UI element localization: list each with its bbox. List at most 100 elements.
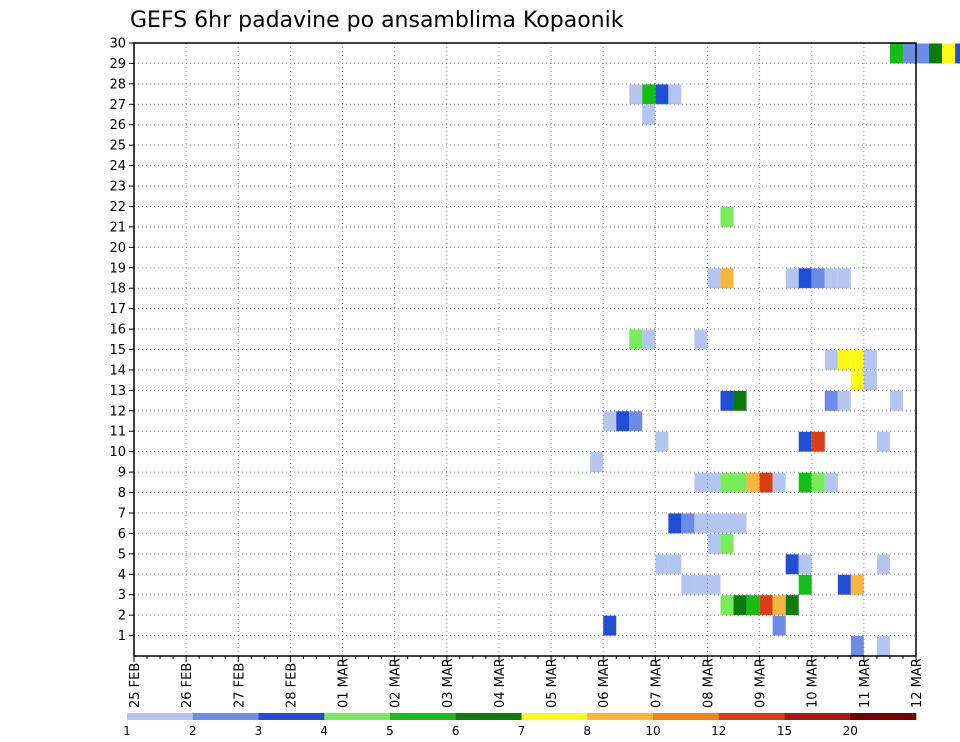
precip-cell-19-54	[837, 268, 851, 289]
y-tick-label-2: 2	[118, 609, 126, 624]
precip-cell-16-39	[642, 329, 656, 350]
precip-cell-28-39	[642, 84, 656, 105]
heatmap-cells	[590, 43, 960, 656]
y-tick-label-29: 29	[109, 57, 126, 72]
legend-swatch-9	[653, 713, 720, 720]
precip-cell-27-39	[642, 104, 656, 125]
y-tick-label-14: 14	[109, 363, 126, 378]
chart-title: GEFS 6hr padavine po ansamblima Kopaonik	[130, 8, 624, 33]
precip-cell-19-51	[798, 268, 812, 289]
precip-cell-30-58	[889, 43, 903, 64]
precip-cell-3-48	[759, 595, 773, 616]
legend-swatch-2	[192, 713, 259, 720]
precip-cell-9-44	[707, 472, 721, 493]
precip-cell-15-55	[850, 350, 864, 370]
precip-cell-9-43	[694, 472, 708, 493]
x-tick-label-1: 26 FEB	[180, 663, 195, 708]
y-tick-label-1: 1	[118, 629, 126, 644]
precip-cell-5-51	[798, 554, 812, 575]
precip-cell-9-52	[811, 472, 825, 493]
precip-cell-16-43	[694, 329, 708, 350]
legend-label-4: 4	[320, 724, 328, 738]
precip-cell-4-55	[850, 574, 864, 595]
x-axis: 25 FEB 26 FEB 27 FEB 28 FEB 01 MAR 02 MAR 03 M…	[128, 656, 925, 708]
precip-cell-6-45	[720, 533, 734, 554]
legend-swatch-6	[455, 713, 522, 720]
precip-cell-9-48	[759, 472, 773, 493]
precip-cell-3-47	[746, 595, 760, 616]
y-tick-label-20: 20	[109, 241, 126, 256]
y-tick-label-17: 17	[109, 302, 126, 317]
precip-cell-19-45	[720, 268, 734, 289]
legend-swatch-8	[587, 713, 654, 720]
precip-cell-4-42	[681, 574, 695, 595]
x-tick-label-2: 27 FEB	[232, 663, 247, 708]
precip-cell-12-38	[629, 411, 643, 432]
x-tick-label-11: 08 MAR	[701, 658, 716, 708]
legend-swatch-11	[784, 713, 851, 720]
legend-label-10: 12	[711, 724, 726, 738]
precip-cell-3-49	[772, 595, 786, 616]
legend-label-7: 7	[518, 724, 526, 738]
precip-cell-4-54	[837, 574, 851, 595]
y-tick-label-27: 27	[109, 98, 126, 113]
precip-cell-30-59	[902, 43, 916, 64]
legend-swatch-10	[718, 713, 785, 720]
y-tick-label-7: 7	[118, 506, 126, 521]
y-tick-label-15: 15	[109, 343, 126, 358]
precip-cell-7-46	[733, 513, 747, 534]
precip-cell-15-53	[824, 350, 838, 370]
precip-cell-19-52	[811, 268, 825, 289]
legend-swatch-5	[390, 713, 457, 720]
precip-cell-13-54	[837, 390, 851, 411]
x-tick-label-0: 25 FEB	[128, 663, 143, 708]
y-tick-label-22: 22	[109, 200, 126, 215]
precip-cell-15-56	[863, 350, 877, 370]
precip-cell-16-38	[629, 329, 643, 350]
legend-label-8: 8	[583, 724, 591, 738]
precip-cell-12-37	[616, 411, 630, 432]
y-tick-label-11: 11	[109, 425, 126, 440]
precip-cell-22-45	[720, 206, 734, 227]
legend-label-6: 6	[452, 724, 460, 738]
x-tick-label-13: 10 MAR	[806, 658, 821, 708]
precip-cell-19-53	[824, 268, 838, 289]
precip-cell-30-62	[942, 43, 956, 64]
precip-cell-13-53	[824, 390, 838, 411]
precip-cell-9-47	[746, 472, 760, 493]
precip-cell-1-57	[876, 636, 890, 656]
precip-cell-5-57	[876, 554, 890, 575]
y-tick-label-4: 4	[118, 568, 126, 583]
precip-cell-1-55	[850, 636, 864, 656]
precip-cell-9-53	[824, 472, 838, 493]
y-tick-label-19: 19	[109, 261, 126, 276]
y-tick-label-30: 30	[109, 37, 126, 52]
y-tick-label-13: 13	[109, 384, 126, 399]
precip-cell-7-43	[694, 513, 708, 534]
y-axis: 1234567891011121314151617181920212223242…	[109, 37, 134, 644]
precip-cell-11-52	[811, 431, 825, 452]
precip-cell-9-46	[733, 472, 747, 493]
y-tick-label-5: 5	[118, 547, 126, 562]
legend-swatch-12	[850, 713, 917, 720]
precip-cell-2-36	[603, 615, 617, 636]
precip-cell-30-60	[916, 43, 930, 64]
precip-cell-6-44	[707, 533, 721, 554]
precip-cell-10-35	[590, 452, 604, 473]
y-tick-label-18: 18	[109, 282, 126, 297]
legend-swatch-1	[127, 713, 194, 720]
x-tick-label-15: 12 MAR	[910, 658, 925, 708]
precip-cell-9-49	[772, 472, 786, 493]
legend-label-2: 2	[189, 724, 197, 738]
x-tick-label-8: 05 MAR	[545, 658, 560, 708]
legend-label-11: 15	[777, 724, 792, 738]
legend-swatch-4	[324, 713, 391, 720]
x-tick-label-10: 07 MAR	[649, 658, 664, 708]
x-tick-label-6: 03 MAR	[441, 658, 456, 708]
precip-cell-4-51	[798, 574, 812, 595]
x-tick-label-7: 04 MAR	[493, 658, 508, 708]
precip-cell-14-56	[863, 370, 877, 391]
y-tick-label-9: 9	[118, 466, 126, 481]
legend-swatch-3	[258, 713, 325, 720]
